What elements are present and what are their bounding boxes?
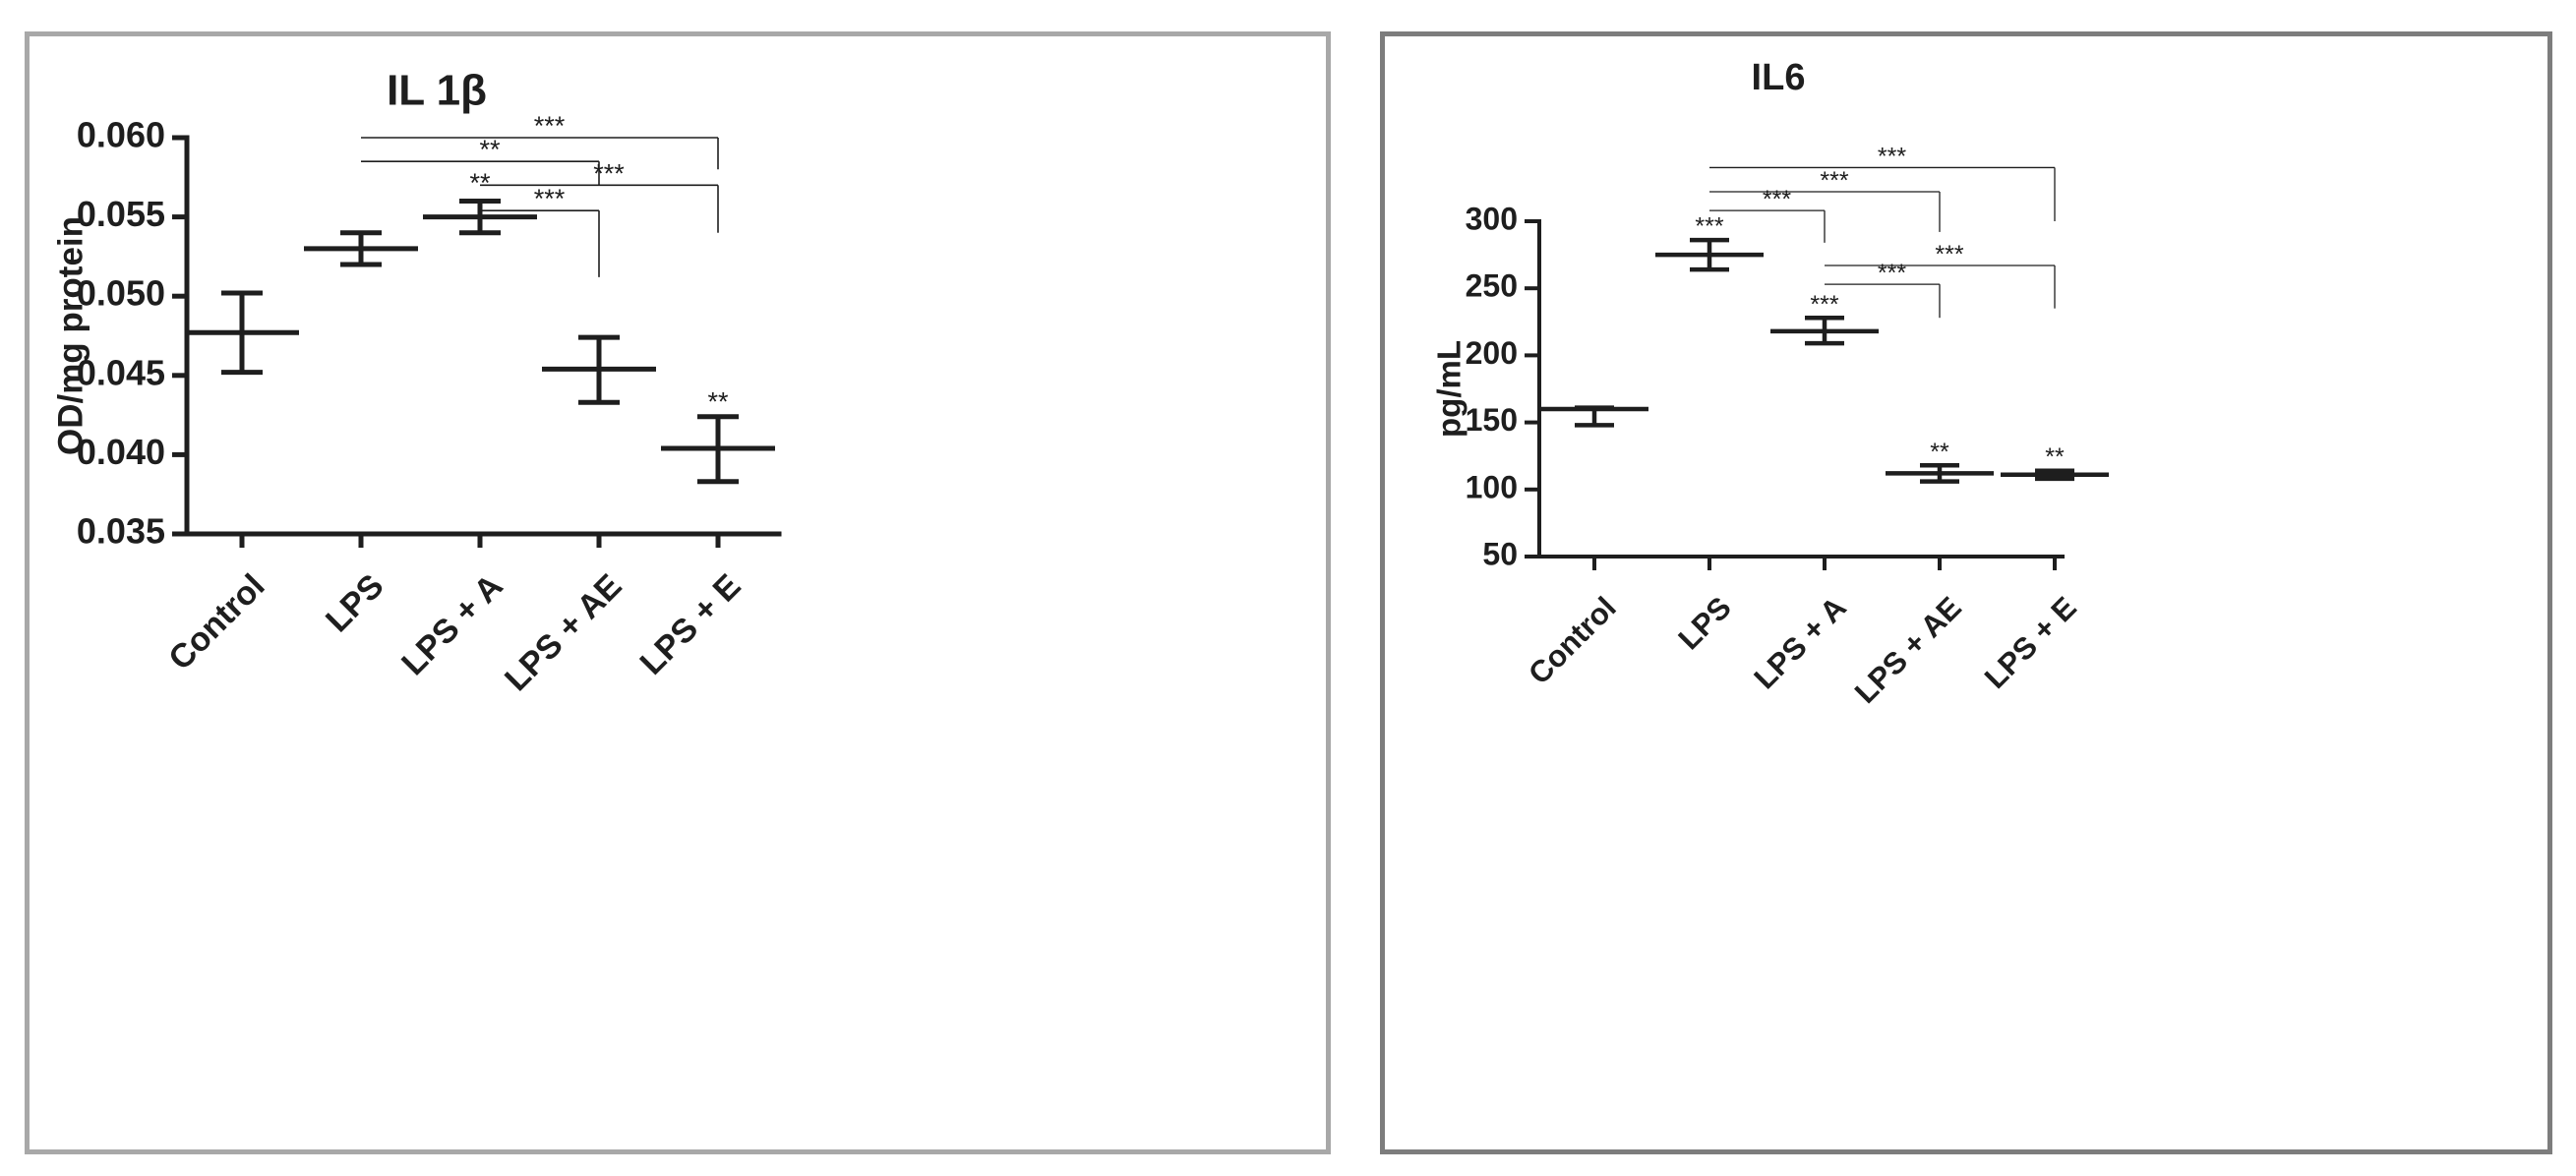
il1b-comparison-label: *** <box>593 158 625 188</box>
il1b-comparison-label: ** <box>479 135 501 164</box>
il6-comparison-label: *** <box>1935 241 1963 268</box>
il6-comparison-label: *** <box>1820 167 1848 195</box>
il1b-y-tick-label: 0.045 <box>77 352 165 392</box>
il6-x-category-label: LPS <box>1671 590 1737 656</box>
il6-x-category-label: LPS + AE <box>1848 590 1968 710</box>
il1b-y-tick-label: 0.055 <box>77 194 165 234</box>
il6-comparison-label: *** <box>1878 260 1906 287</box>
il1b-chart-panel: IL 1β OD/mg protein 0.035 0.040 0.045 0.050 0.… <box>25 31 1331 1154</box>
il6-x-category-label: LPS + A <box>1747 590 1852 695</box>
il1b-comparison-label: *** <box>534 184 566 213</box>
il6-y-tick-label: 200 <box>1466 335 1518 371</box>
il1b-y-tick-label: 0.050 <box>77 273 165 314</box>
il6-y-tick-label: 100 <box>1466 469 1518 504</box>
il6-title: IL6 <box>1752 57 1806 98</box>
il6-y-axis-label: pg/mL <box>1431 340 1468 438</box>
il1b-significance-label: ** <box>469 168 491 198</box>
il1b-comparison-label: *** <box>534 111 566 141</box>
il6-comparison-label: *** <box>1763 186 1791 213</box>
il1b-x-category-label: LPS + AE <box>498 567 629 699</box>
il1b-significance-label: ** <box>707 386 729 416</box>
il6-x-category-label: LPS + E <box>1978 590 2083 695</box>
il6-x-category-label: Control <box>1522 590 1623 691</box>
il6-y-tick-label: 250 <box>1466 268 1518 304</box>
il1b-x-category-label: LPS <box>319 567 391 640</box>
il1b-x-category-label: Control <box>161 567 271 677</box>
il6-y-tick-label: 50 <box>1482 536 1518 571</box>
il1b-y-axis-label: OD/mg protein <box>51 216 90 455</box>
il1b-title: IL 1β <box>387 67 487 115</box>
il1b-y-tick-label: 0.060 <box>77 115 165 155</box>
il6-significance-label: *** <box>1810 291 1838 319</box>
il6-y-tick-label: 150 <box>1466 402 1518 438</box>
il1b-y-tick-label: 0.035 <box>77 511 165 552</box>
il1b-x-category-label: LPS + E <box>633 567 749 682</box>
il6-significance-label: ** <box>1930 439 1949 466</box>
il1b-chart: IL 1β OD/mg protein 0.035 0.040 0.045 0.050 0.… <box>51 67 782 699</box>
il1b-x-category-label: LPS + A <box>394 567 510 683</box>
il6-y-tick-label: 300 <box>1466 201 1518 236</box>
il6-significance-label: *** <box>1695 213 1723 241</box>
il1b-y-tick-label: 0.040 <box>77 432 165 472</box>
il6-chart-panel: IL6 pg/mL 50 100 150 200 250 300 Control LPS LPS +… <box>1380 31 2552 1154</box>
il6-significance-label: ** <box>2045 443 2065 471</box>
il6-comparison-label: *** <box>1878 143 1906 170</box>
